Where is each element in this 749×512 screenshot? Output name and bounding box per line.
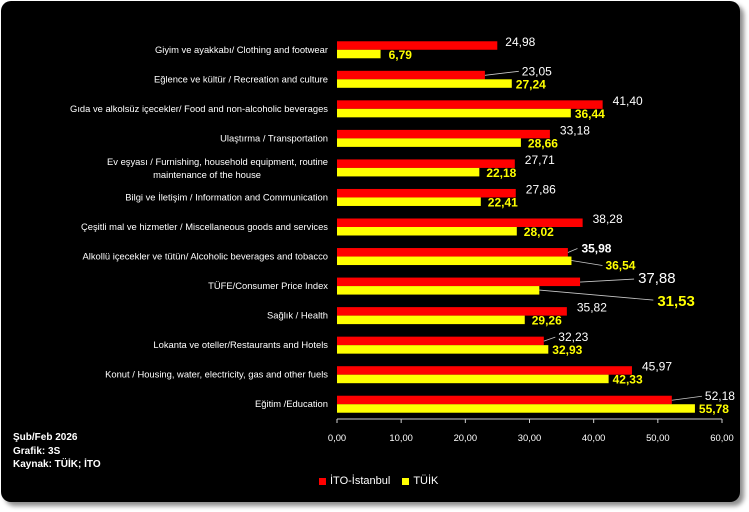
data-label-tuik: 36,44: [575, 107, 605, 121]
x-tick-label: 60,00: [710, 432, 733, 443]
bar-ito: [337, 277, 581, 287]
bar-tuik: [337, 227, 517, 236]
category-label: Çeşitli mal ve hizmetler / Miscellaneous…: [81, 221, 328, 232]
bar-ito: [337, 395, 672, 405]
legend-swatch-yellow: [402, 477, 410, 485]
data-label-tuik: 28,02: [524, 225, 554, 239]
x-tick-label: 20,00: [454, 432, 477, 443]
category-label: Lokanta ve oteller/Restaurants and Hotel…: [153, 339, 328, 350]
category-label: Ev eşyası / Furnishing, household equipm…: [107, 156, 328, 167]
bar-ito: [337, 188, 516, 198]
data-label-tuik: 42,33: [613, 373, 643, 387]
data-label-tuik: 22,18: [486, 166, 516, 180]
chart-frame: 0,00 10,00 20,00 30,00 40,00 50,00 60,00 Giyim…: [1, 1, 740, 502]
bar-ito: [337, 307, 567, 316]
bar-ito: [337, 41, 498, 50]
data-label-tuik: 6,79: [389, 48, 413, 62]
category-label: Bilgi ve İletişim / Information and Comm…: [125, 191, 328, 202]
bar-tuik: [337, 374, 609, 384]
data-label-ito: 32,23: [558, 330, 588, 344]
bar-tuik: [337, 49, 381, 59]
bars: [337, 41, 695, 413]
leader-line: [580, 278, 635, 283]
bar-tuik: [337, 286, 540, 295]
category-label: Eğitim /Education: [255, 398, 328, 409]
data-label-ito: 33,18: [560, 123, 590, 137]
data-label-tuik: 36,54: [605, 259, 635, 273]
leader-line: [671, 395, 702, 401]
data-label-ito: 23,05: [522, 64, 552, 78]
legend-label-ito: İTO-İstanbul: [330, 475, 391, 487]
graphic-note: Grafik: 3S: [13, 445, 61, 457]
date-note: Şub/Feb 2026: [13, 432, 78, 443]
source-note: Kaynak: TÜİK; İTO: [13, 459, 101, 470]
bar-tuik: [337, 108, 571, 118]
bar-tuik: [337, 345, 549, 354]
leader-line: [567, 248, 578, 253]
data-label-tuik: 28,66: [528, 136, 558, 150]
legend-item-tuik: TÜİK: [402, 475, 438, 487]
bar-ito: [337, 129, 550, 139]
data-label-tuik: 32,93: [552, 343, 582, 357]
category-label: Sağlık / Health: [267, 310, 328, 321]
bar-tuik: [337, 167, 480, 177]
bar-tuik: [337, 315, 525, 325]
bar-ito: [337, 159, 515, 168]
bar-ito: [337, 100, 603, 109]
bar-tuik: [337, 256, 572, 266]
legend-label-tuik: TÜİK: [413, 475, 439, 487]
bar-ito: [337, 218, 583, 227]
x-tick-label: 40,00: [582, 432, 605, 443]
bar-ito: [337, 366, 632, 375]
leader-line: [539, 289, 654, 301]
bar-tuik: [337, 197, 481, 206]
data-label-ito: 35,98: [581, 242, 611, 256]
category-label: Konut / Housing, water, electricity, gas…: [105, 369, 328, 380]
leader-line: [571, 260, 603, 266]
bar-ito: [337, 248, 568, 257]
category-label: Giyim ve ayakkabı/ Clothing and footwear: [155, 44, 328, 55]
x-tick-label: 0,00: [328, 432, 346, 443]
data-label-ito: 37,88: [638, 270, 676, 287]
category-labels: Giyim ve ayakkabı/ Clothing and footwear…: [70, 44, 328, 409]
data-label-ito: 45,97: [642, 360, 672, 374]
category-label: TÜFE/Consumer Price Index: [208, 280, 328, 291]
bar-chart: 0,00 10,00 20,00 30,00 40,00 50,00 60,00 Giyim…: [70, 35, 736, 443]
legend: İTO-İstanbul TÜİK: [319, 475, 450, 487]
bar-tuik: [337, 138, 521, 147]
bar-ito: [337, 70, 485, 80]
data-label-ito: 27,71: [525, 153, 555, 167]
x-axis: 0,00 10,00 20,00 30,00 40,00 50,00 60,00: [328, 418, 734, 443]
category-label: maintenance of the house: [153, 169, 261, 180]
legend-swatch-red: [319, 477, 326, 485]
data-label-tuik: 55,78: [699, 402, 729, 416]
category-label: Eğlence ve kültür / Recreation and cultu…: [154, 73, 328, 84]
category-label: Alkollü içecekler ve tütün/ Alcoholic be…: [83, 251, 328, 262]
x-tick-label: 10,00: [389, 432, 412, 443]
data-label-ito: 52,18: [705, 389, 735, 403]
data-label-tuik: 31,53: [657, 293, 695, 310]
data-label-ito: 38,28: [593, 212, 623, 226]
leader-line: [484, 70, 519, 76]
data-label-ito: 24,98: [505, 35, 535, 49]
category-label: Ulaştırma / Transportation: [220, 132, 328, 143]
category-label: Gıda ve alkolsüz içecekler/ Food and non…: [70, 103, 328, 114]
data-label-tuik: 22,41: [488, 195, 518, 209]
data-label-ito: 41,40: [613, 94, 643, 108]
bar-tuik: [337, 79, 512, 88]
legend-item-ito: İTO-İstanbul: [319, 475, 390, 487]
x-tick-label: 50,00: [646, 432, 669, 443]
bar-tuik: [337, 404, 695, 413]
bar-ito: [337, 336, 544, 346]
data-label-ito: 35,82: [577, 301, 607, 315]
data-label-ito: 27,86: [526, 182, 556, 196]
data-label-tuik: 29,26: [532, 314, 562, 328]
x-tick-label: 30,00: [518, 432, 541, 443]
chart-notes: Şub/Feb 2026 Grafik: 3S Kaynak: TÜİK; İT…: [13, 431, 101, 472]
data-label-tuik: 27,24: [516, 77, 546, 91]
leader-line: [543, 336, 556, 342]
